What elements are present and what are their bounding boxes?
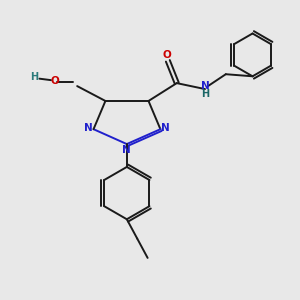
- Text: O: O: [50, 76, 59, 86]
- Text: H: H: [202, 89, 210, 99]
- Text: N: N: [201, 80, 210, 91]
- Text: O: O: [163, 50, 172, 61]
- Text: N: N: [161, 123, 170, 133]
- Text: H: H: [30, 72, 38, 82]
- Text: N: N: [84, 123, 93, 133]
- Text: N: N: [122, 145, 131, 155]
